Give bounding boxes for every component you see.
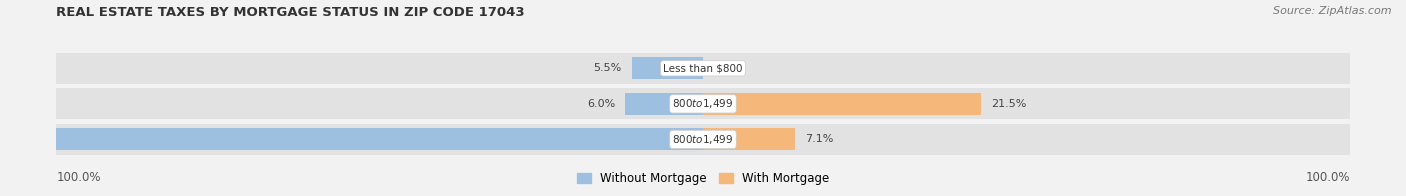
Text: Less than $800: Less than $800 (664, 63, 742, 73)
Bar (631, 57, 703, 79)
Text: Source: ZipAtlas.com: Source: ZipAtlas.com (1274, 6, 1392, 16)
Text: $800 to $1,499: $800 to $1,499 (672, 97, 734, 110)
Text: 0.0%: 0.0% (713, 63, 741, 73)
Bar (703, 93, 981, 115)
Text: 100.0%: 100.0% (1305, 171, 1350, 184)
Text: 21.5%: 21.5% (991, 99, 1026, 109)
Text: $800 to $1,499: $800 to $1,499 (672, 133, 734, 146)
Legend: Without Mortgage, With Mortgage: Without Mortgage, With Mortgage (572, 168, 834, 190)
Bar (626, 93, 703, 115)
Text: 7.1%: 7.1% (806, 134, 834, 144)
Text: 6.0%: 6.0% (586, 99, 614, 109)
Text: 100.0%: 100.0% (56, 171, 101, 184)
Bar (0, 128, 703, 150)
Bar (56, 53, 1350, 84)
Text: REAL ESTATE TAXES BY MORTGAGE STATUS IN ZIP CODE 17043: REAL ESTATE TAXES BY MORTGAGE STATUS IN … (56, 6, 524, 19)
Bar (56, 124, 1350, 155)
Bar (56, 88, 1350, 119)
Bar (703, 128, 794, 150)
Text: 5.5%: 5.5% (593, 63, 621, 73)
